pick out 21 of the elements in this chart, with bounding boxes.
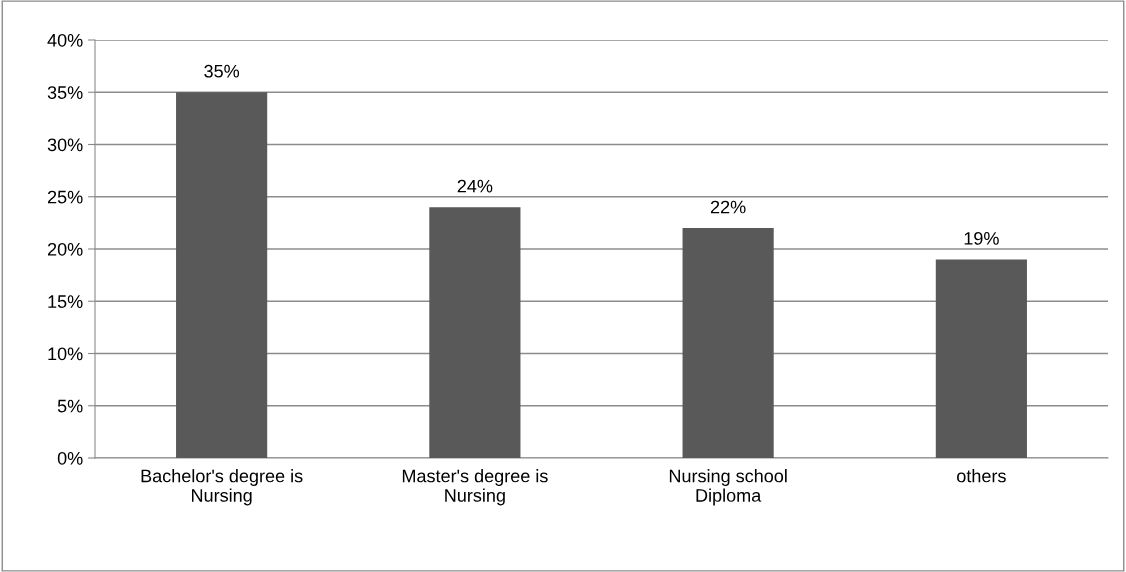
data-label: 22%: [710, 200, 746, 214]
data-label: 24%: [457, 179, 493, 193]
bar: [176, 92, 268, 458]
x-tick-label: Nursing school Diploma: [669, 469, 787, 506]
x-tick-label: Master's degree is Nursing: [402, 469, 548, 506]
data-label: 19%: [964, 231, 999, 245]
y-tick-label: 0%: [57, 451, 83, 465]
x-tick-label: others: [957, 469, 1006, 483]
bar: [429, 207, 521, 458]
bar: [682, 228, 774, 458]
x-tick-label: Bachelor's degree is Nursing: [141, 469, 303, 506]
y-tick-label: 35%: [47, 86, 83, 99]
y-tick-label: 30%: [47, 138, 83, 152]
bar: [935, 259, 1027, 458]
y-tick-label: 20%: [47, 242, 83, 256]
y-tick-label: 10%: [48, 347, 83, 361]
y-tick-label: 15%: [48, 295, 83, 308]
data-label: 35%: [204, 64, 240, 78]
y-tick-label: 5%: [57, 399, 83, 413]
y-tick-label: 40%: [47, 33, 83, 47]
y-tick-label: 25%: [47, 190, 83, 204]
